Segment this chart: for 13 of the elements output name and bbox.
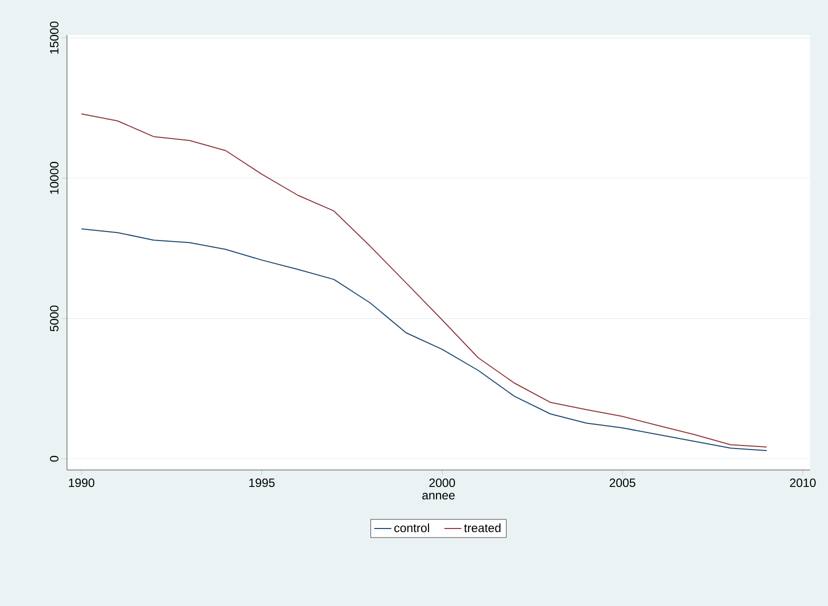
x-tick-label: 2000: [429, 478, 455, 488]
y-tick-label: 5000: [50, 306, 58, 332]
x-tick-label: 2010: [790, 478, 816, 488]
y-tick-label: 10000: [50, 162, 58, 194]
y-tick-label: 15000: [50, 22, 58, 54]
x-axis-title: annee: [422, 492, 455, 500]
x-tick-label: 1990: [68, 478, 94, 488]
x-tick-label: 1995: [249, 478, 275, 488]
line-series: [80, 113, 768, 448]
x-tick-label: 2005: [610, 478, 636, 488]
legend-label: treated: [464, 523, 500, 532]
y-tick-label: 0: [50, 456, 58, 462]
legend-label: control: [394, 523, 430, 532]
